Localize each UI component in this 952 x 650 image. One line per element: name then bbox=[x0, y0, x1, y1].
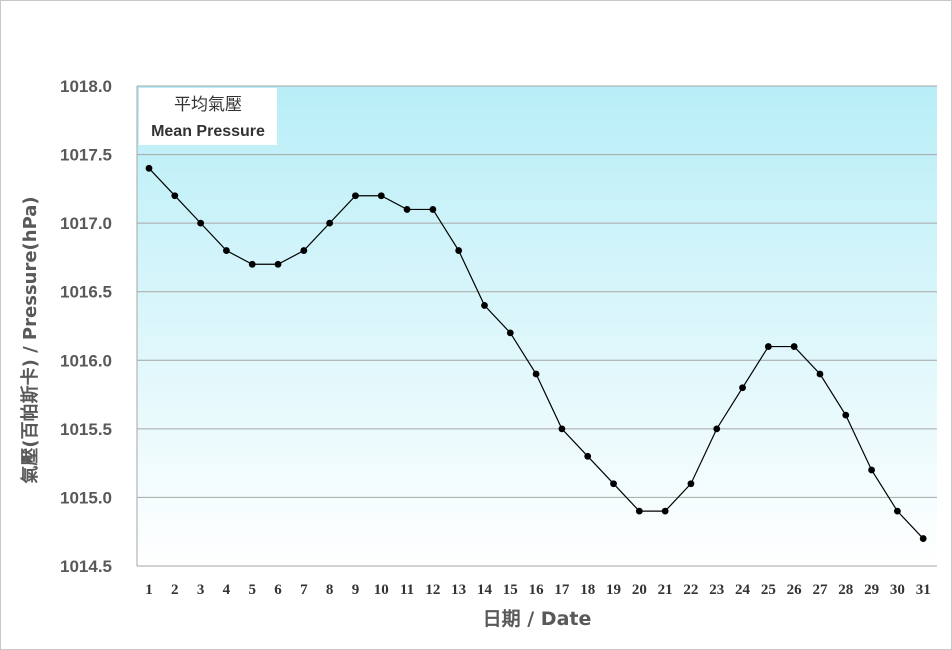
y-axis-label: 氣壓(百帕斯卡) / Pressure(hPa) bbox=[19, 196, 41, 483]
data-point bbox=[739, 384, 746, 392]
x-tick-label: 13 bbox=[451, 582, 466, 598]
x-tick-label: 6 bbox=[274, 582, 282, 598]
plot-area bbox=[137, 86, 937, 566]
data-point bbox=[790, 343, 798, 350]
data-point bbox=[919, 535, 927, 542]
x-tick-label: 31 bbox=[916, 582, 931, 598]
data-point bbox=[145, 164, 153, 172]
data-point bbox=[635, 507, 643, 515]
x-tick-label: 3 bbox=[197, 582, 205, 598]
data-point bbox=[687, 480, 695, 488]
y-tick-label: 1016.5 bbox=[60, 283, 112, 302]
data-point bbox=[300, 247, 308, 254]
x-tick-label: 1 bbox=[145, 582, 153, 598]
data-point bbox=[532, 370, 540, 378]
data-point bbox=[868, 466, 875, 474]
x-tick-label: 8 bbox=[326, 582, 334, 598]
data-point bbox=[713, 425, 721, 433]
data-point bbox=[223, 247, 230, 254]
x-tick-label: 23 bbox=[709, 582, 724, 598]
y-tick-label: 1017.5 bbox=[60, 146, 112, 165]
x-tick-label: 10 bbox=[374, 582, 389, 598]
title-box bbox=[139, 88, 277, 145]
data-point bbox=[610, 480, 617, 488]
data-point bbox=[764, 343, 772, 350]
x-tick-label: 15 bbox=[503, 582, 518, 598]
x-tick-label: 7 bbox=[300, 582, 308, 598]
x-tick-label: 24 bbox=[735, 582, 751, 598]
x-tick-label: 17 bbox=[554, 582, 570, 598]
y-tick-label: 1016.0 bbox=[60, 351, 112, 370]
x-tick-label: 19 bbox=[606, 582, 621, 598]
x-tick-label: 4 bbox=[223, 582, 231, 598]
x-tick-label: 26 bbox=[787, 582, 803, 598]
data-point bbox=[481, 302, 488, 309]
chart-title: 平均氣壓 bbox=[174, 95, 242, 115]
x-tick-label: 18 bbox=[580, 582, 595, 598]
x-tick-label: 11 bbox=[400, 582, 414, 598]
y-tick-label: 1015.5 bbox=[60, 420, 112, 439]
x-tick-label: 22 bbox=[683, 582, 698, 598]
pressure-data-points bbox=[145, 164, 927, 542]
y-axis-ticks: 1014.5 1015.0 1015.5 1016.0 1016.5 1017.0 1017… bbox=[60, 77, 112, 576]
data-point bbox=[816, 370, 824, 378]
gridlines bbox=[136, 85, 937, 567]
x-tick-label: 27 bbox=[812, 582, 828, 598]
x-tick-label: 2 bbox=[171, 582, 179, 598]
x-tick-label: 29 bbox=[864, 582, 879, 598]
data-point bbox=[584, 452, 592, 460]
data-point bbox=[352, 192, 359, 200]
y-tick-label: 1014.5 bbox=[60, 557, 112, 576]
x-tick-label: 20 bbox=[632, 582, 647, 598]
x-tick-label: 5 bbox=[248, 582, 256, 598]
data-point bbox=[455, 247, 463, 254]
data-point bbox=[248, 260, 256, 268]
x-tick-label: 25 bbox=[761, 582, 776, 598]
data-point bbox=[506, 329, 514, 337]
data-point bbox=[842, 411, 850, 419]
data-point bbox=[403, 206, 411, 213]
x-axis-ticks: 1 2 3 4 5 6 7 8 9 10 11 12 13 14 15 16 17 18 19 20 21 22 23 24 2… bbox=[145, 582, 930, 598]
x-tick-label: 28 bbox=[838, 582, 853, 598]
x-axis-label: 日期 / Date bbox=[483, 608, 592, 630]
data-point bbox=[171, 192, 179, 200]
data-point bbox=[893, 507, 901, 515]
x-tick-label: 14 bbox=[477, 582, 493, 598]
x-tick-label: 9 bbox=[352, 582, 360, 598]
data-point bbox=[274, 260, 282, 268]
y-tick-label: 1017.0 bbox=[60, 214, 112, 233]
data-point bbox=[377, 192, 385, 200]
y-tick-label: 1015.0 bbox=[60, 488, 112, 507]
data-point bbox=[661, 507, 669, 515]
data-point bbox=[197, 219, 205, 227]
x-tick-label: 21 bbox=[658, 582, 673, 598]
data-point bbox=[558, 425, 566, 433]
data-point bbox=[326, 219, 334, 227]
x-tick-label: 30 bbox=[890, 582, 905, 598]
chart-subtitle: Mean Pressure bbox=[151, 123, 265, 140]
data-point bbox=[429, 206, 437, 213]
x-tick-label: 12 bbox=[425, 582, 440, 598]
x-tick-label: 16 bbox=[529, 582, 545, 598]
y-tick-label: 1018.0 bbox=[60, 77, 112, 96]
